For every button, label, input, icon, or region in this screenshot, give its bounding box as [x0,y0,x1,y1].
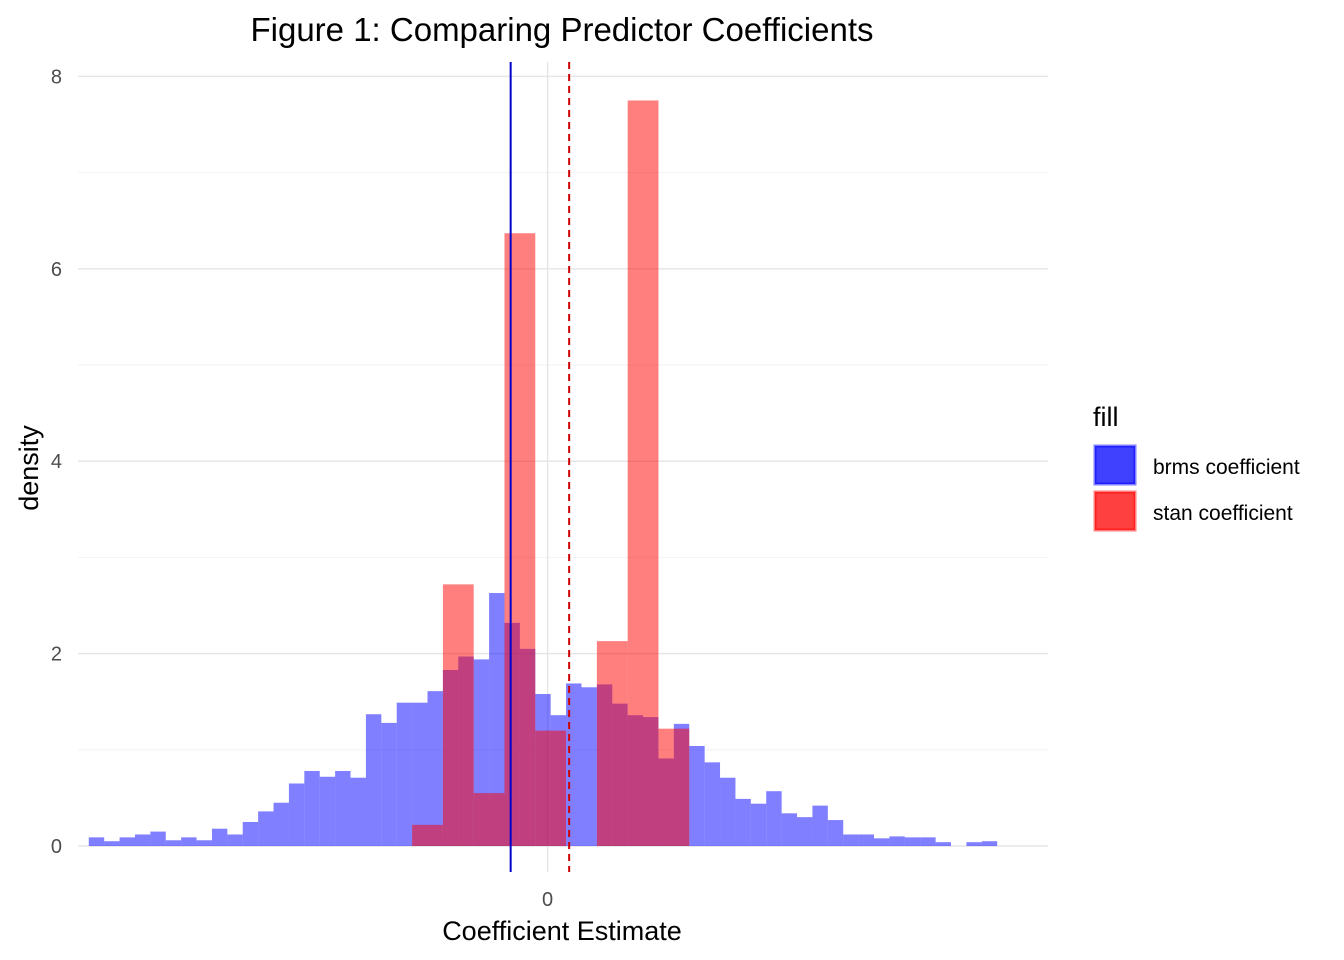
legend: fill brms coefficient stan coefficient [1093,402,1300,532]
brms-bar [365,714,382,847]
brms-bar [935,842,951,847]
stan-bar [627,100,659,847]
brms-bar [335,770,351,847]
y-tick-label: 4 [51,451,62,473]
brms-bar [720,777,736,847]
brms-bar [889,836,905,847]
brms-bar [273,802,289,847]
y-axis-label: density [14,425,44,511]
legend-key [1093,444,1137,486]
brms-bar [750,803,767,847]
brms-bar [319,776,336,847]
chart-title: Figure 1: Comparing Predictor Coefficien… [250,11,873,48]
brms-bar [920,837,936,847]
brms-bar [412,702,428,847]
brms-bar [119,837,135,847]
brms-bar [427,691,443,847]
brms-bar [735,798,751,847]
brms-bar [489,593,505,847]
brms-bar [812,805,828,847]
y-tick-label: 0 [51,836,62,858]
brms-bar [165,840,182,847]
tick-labels: 0 2 4 6 8 0 [51,66,553,911]
brms-bar [781,813,798,847]
brms-bar [966,842,982,847]
brms-bar [904,837,921,847]
brms-bar [181,837,197,847]
brms-bar [242,821,259,847]
brms-bar [874,838,890,847]
brms-bar [843,834,859,847]
brms-bar [381,722,397,847]
stan-bar [535,730,567,847]
reference-lines [509,62,571,872]
stan-bar [596,641,628,847]
legend-label: brms coefficient [1153,456,1300,479]
brms-bar [104,841,120,847]
brms-bar [196,840,212,847]
x-axis-label: Coefficient Estimate [442,916,682,946]
stan-bar [442,584,474,847]
brms-bar [689,745,705,847]
y-tick-label: 8 [51,66,62,88]
brms-bar [350,777,366,847]
stan-series [412,100,690,847]
brms-bar [288,783,305,847]
legend-title: fill [1093,402,1119,432]
brms-bar [858,834,875,847]
brms-bar [704,762,721,847]
brms-bar [134,834,151,847]
brms-bar [150,831,166,847]
brms-bar [827,820,844,847]
brms-bar [766,791,782,847]
brms-bar [88,837,105,847]
brms-bar [581,687,597,847]
x-tick-label: 0 [542,889,553,911]
stan-bar [473,793,505,847]
brms-bar [797,817,813,847]
brms-bar [211,828,228,847]
brms-bar [304,770,320,847]
y-tick-label: 6 [51,259,62,281]
legend-key [1093,490,1137,532]
stan-bar [412,824,443,847]
stan-bar [658,728,690,847]
brms-bar [396,702,413,847]
brms-bar [227,834,243,847]
brms-bar [258,811,274,847]
y-tick-label: 2 [51,644,62,666]
legend-label: stan coefficient [1153,502,1293,525]
brms-bar [981,841,998,847]
stan-bar [504,233,536,847]
